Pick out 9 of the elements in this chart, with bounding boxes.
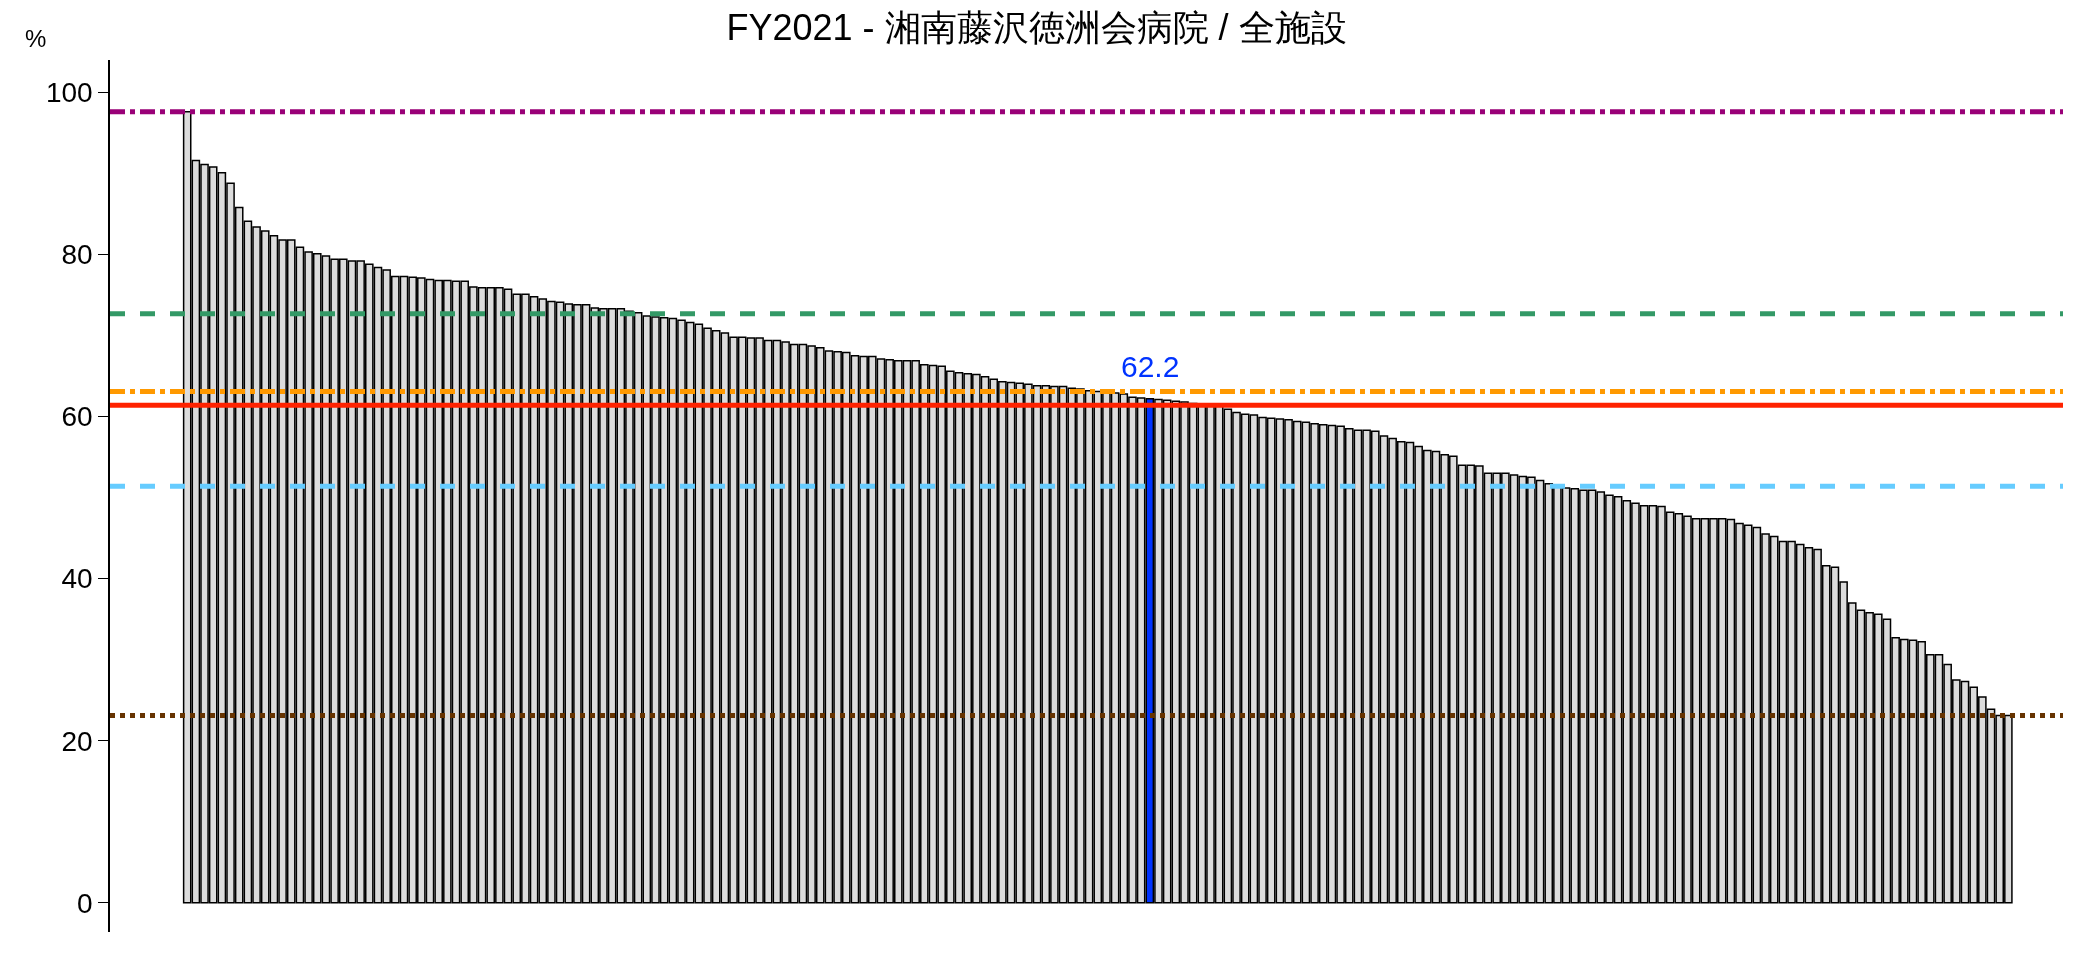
y-tick-label: 80 (61, 239, 93, 271)
y-tick-label: 20 (61, 725, 93, 757)
y-tick-label: 40 (61, 563, 93, 595)
y-tick-label: 100 (45, 77, 93, 109)
chart-title: FY2021 - 湘南藤沢徳洲会病院 / 全施設 (726, 6, 1347, 48)
data-label: 62.2 (1121, 350, 1180, 383)
y-tick-label: 60 (61, 401, 93, 433)
y-axis-title: % (25, 25, 47, 52)
y-tick-label: 0 (77, 887, 93, 919)
